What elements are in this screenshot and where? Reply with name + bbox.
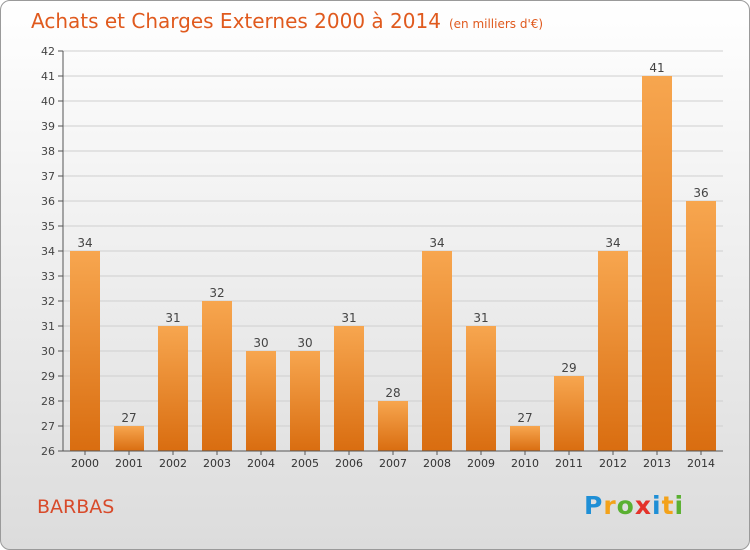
commune-name: BARBAS bbox=[37, 496, 115, 518]
bar-value-label: 34 bbox=[605, 236, 620, 250]
bar bbox=[334, 326, 364, 451]
bar bbox=[290, 351, 320, 451]
bar bbox=[466, 326, 496, 451]
x-tick-label: 2007 bbox=[379, 457, 407, 470]
bar bbox=[686, 201, 716, 451]
y-tick-label: 38 bbox=[41, 145, 55, 158]
bar-value-label: 31 bbox=[341, 311, 356, 325]
y-tick-label: 34 bbox=[41, 245, 55, 258]
logo-letter: P bbox=[584, 491, 604, 520]
x-tick-label: 2003 bbox=[203, 457, 231, 470]
logo-letter: t bbox=[661, 491, 675, 520]
x-tick-label: 2009 bbox=[467, 457, 495, 470]
x-tick-label: 2000 bbox=[71, 457, 99, 470]
bar-value-label: 31 bbox=[473, 311, 488, 325]
y-tick-label: 40 bbox=[41, 95, 55, 108]
bar-value-label: 34 bbox=[77, 236, 92, 250]
bar-value-label: 29 bbox=[561, 361, 576, 375]
x-tick-label: 2012 bbox=[599, 457, 627, 470]
y-tick-label: 41 bbox=[41, 70, 55, 83]
title-unit: (en milliers d'€) bbox=[448, 17, 544, 31]
x-tick-label: 2011 bbox=[555, 457, 583, 470]
y-tick-label: 26 bbox=[41, 445, 55, 458]
y-tick-label: 27 bbox=[41, 420, 55, 433]
bar bbox=[554, 376, 584, 451]
title-text: Achats et Charges Externes 2000 à 2014 bbox=[31, 9, 441, 33]
x-tick-label: 2006 bbox=[335, 457, 363, 470]
y-tick-label: 28 bbox=[41, 395, 55, 408]
logo-letter: i bbox=[674, 491, 685, 520]
y-tick-label: 39 bbox=[41, 120, 55, 133]
bar bbox=[158, 326, 188, 451]
axes: 26 27 28 29 30 31 32 33 34 35 36 37 38 39 40 41 42 2000 20… bbox=[41, 45, 723, 470]
logo-letter: r bbox=[603, 491, 617, 520]
y-tick-label: 37 bbox=[41, 170, 55, 183]
y-tick-label: 32 bbox=[41, 295, 55, 308]
x-tick-label: 2013 bbox=[643, 457, 671, 470]
y-tick-label: 35 bbox=[41, 220, 55, 233]
bar bbox=[598, 251, 628, 451]
bar-value-label: 27 bbox=[121, 411, 136, 425]
proxiti-logo: Proxiti bbox=[584, 491, 684, 520]
bar bbox=[378, 401, 408, 451]
x-tick-label: 2008 bbox=[423, 457, 451, 470]
bar-value-label: 34 bbox=[429, 236, 444, 250]
x-tick-label: 2004 bbox=[247, 457, 275, 470]
bar-value-label: 27 bbox=[517, 411, 532, 425]
bar-value-label: 30 bbox=[297, 336, 312, 350]
bar bbox=[202, 301, 232, 451]
logo-letter: x bbox=[634, 491, 652, 520]
logo-letter: i bbox=[652, 491, 662, 520]
bar bbox=[246, 351, 276, 451]
x-tick-label: 2010 bbox=[511, 457, 539, 470]
logo-letter: o bbox=[616, 491, 635, 520]
bar bbox=[114, 426, 144, 451]
bar-value-label: 36 bbox=[693, 186, 708, 200]
bar bbox=[70, 251, 100, 451]
bars: 34 27 31 32 30 30 31 28 34 31 27 29 34 41 36 bbox=[70, 61, 716, 451]
bar-value-label: 31 bbox=[165, 311, 180, 325]
y-tick-label: 29 bbox=[41, 370, 55, 383]
bar-value-label: 41 bbox=[649, 61, 664, 75]
x-tick-label: 2005 bbox=[291, 457, 319, 470]
bar bbox=[510, 426, 540, 451]
bar bbox=[422, 251, 452, 451]
y-tick-label: 36 bbox=[41, 195, 55, 208]
y-tick-label: 30 bbox=[41, 345, 55, 358]
x-tick-label: 2001 bbox=[115, 457, 143, 470]
x-tick-label: 2002 bbox=[159, 457, 187, 470]
y-tick-label: 42 bbox=[41, 45, 55, 58]
chart-title: Achats et Charges Externes 2000 à 2014 (e… bbox=[31, 9, 543, 33]
bar-value-label: 32 bbox=[209, 286, 224, 300]
bar-value-label: 30 bbox=[253, 336, 268, 350]
bar bbox=[642, 76, 672, 451]
y-tick-label: 33 bbox=[41, 270, 55, 283]
y-tick-label: 31 bbox=[41, 320, 55, 333]
x-tick-label: 2014 bbox=[687, 457, 715, 470]
bar-value-label: 28 bbox=[385, 386, 400, 400]
